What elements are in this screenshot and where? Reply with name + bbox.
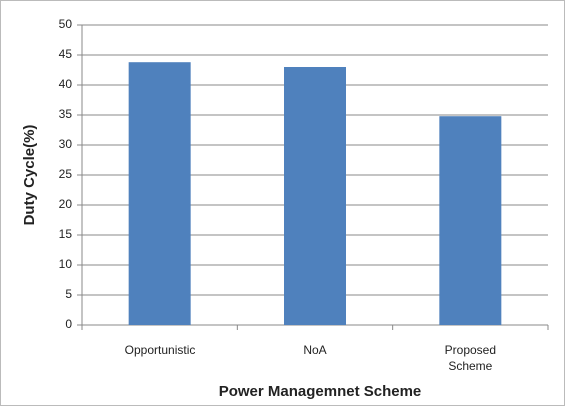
y-tick-label: 50 bbox=[59, 17, 73, 31]
y-tick-label: 40 bbox=[59, 77, 73, 91]
x-axis-title: Power Managemnet Scheme bbox=[219, 383, 422, 400]
y-tick-label: 45 bbox=[59, 47, 73, 61]
y-tick-label: 15 bbox=[59, 227, 73, 241]
x-tick-label: NoA bbox=[303, 343, 327, 357]
y-tick-label: 20 bbox=[59, 197, 73, 211]
y-tick-label: 25 bbox=[59, 167, 73, 181]
y-tick-label: 30 bbox=[59, 137, 73, 151]
y-tick-label: 35 bbox=[59, 107, 73, 121]
bar bbox=[439, 116, 502, 325]
x-tick-label: Opportunistic bbox=[124, 343, 196, 357]
bar bbox=[128, 62, 191, 325]
y-tick-label: 10 bbox=[59, 257, 73, 271]
bar bbox=[284, 67, 346, 325]
y-tick-label: 5 bbox=[65, 287, 72, 301]
y-axis-title: Duty Cycle(%) bbox=[21, 125, 38, 226]
x-tick-label: Proposed Scheme bbox=[444, 343, 497, 373]
y-tick-label: 0 bbox=[65, 317, 72, 331]
